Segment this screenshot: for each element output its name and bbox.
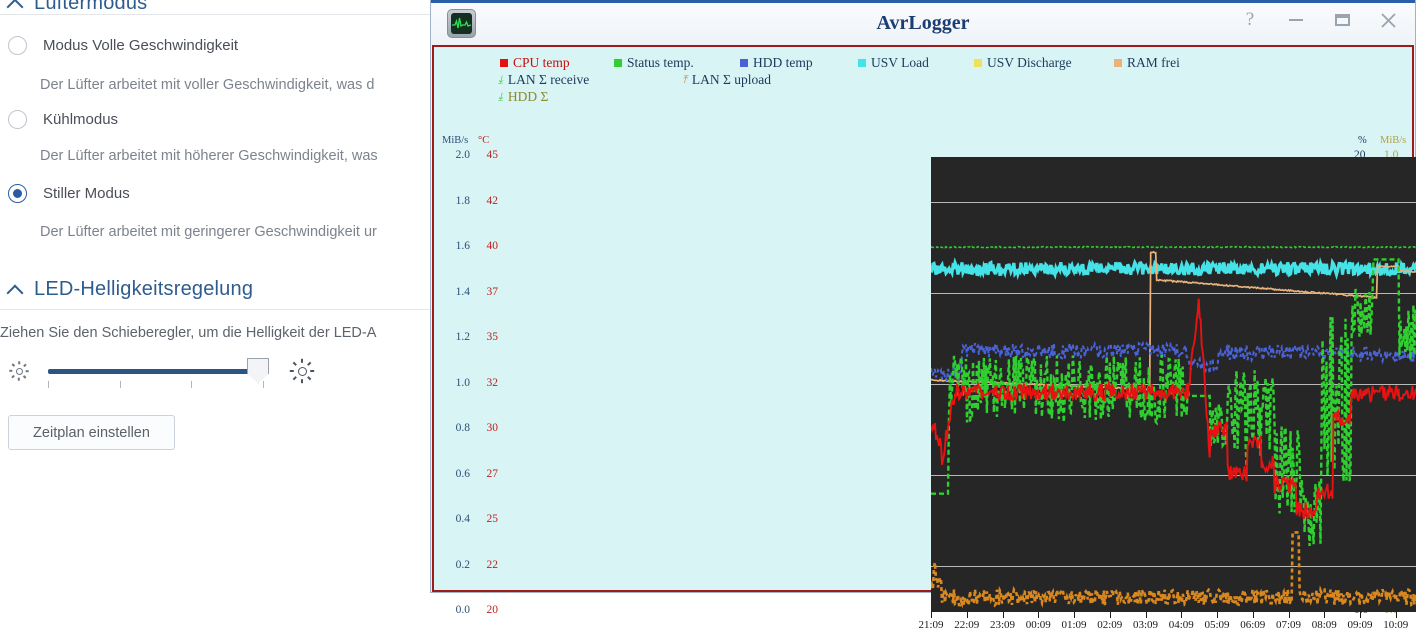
axis-tick-label: 30 xyxy=(472,422,498,434)
legend-item-usv-load[interactable]: USV Load xyxy=(858,55,929,71)
legend-label: RAM frei xyxy=(1127,55,1180,71)
set-schedule-button[interactable]: Zeitplan einstellen xyxy=(8,415,175,450)
axis-tick-label: 32 xyxy=(472,377,498,389)
chart-plot-area[interactable] xyxy=(931,157,1416,612)
axis-tick-label: 35 xyxy=(472,331,498,343)
legend-swatch xyxy=(858,59,866,67)
radio-indicator[interactable] xyxy=(8,36,27,55)
legend-label: Status temp. xyxy=(627,55,694,71)
legend-label: LAN Σ upload xyxy=(692,72,771,88)
axis-unit-left-celsius: °C xyxy=(478,135,489,146)
legend-item-usv-discharge[interactable]: USV Discharge xyxy=(974,55,1072,71)
sun-small-icon xyxy=(9,361,29,381)
legend-row: ⤓ LAN Σ receive ⤒ LAN Σ upload xyxy=(500,72,1390,87)
chevron-up-icon xyxy=(8,282,24,298)
series-path xyxy=(931,259,1416,546)
legend-item-ram-frei[interactable]: RAM frei xyxy=(1114,55,1180,71)
radio-description-cool-mode: Der Lüfter arbeitet mit höherer Geschwin… xyxy=(40,148,378,164)
window-titlebar[interactable]: AvrLogger ? xyxy=(431,0,1415,47)
legend-row: CPU temp Status temp. HDD temp USV Load … xyxy=(500,55,1390,70)
sun-large-icon xyxy=(289,358,315,384)
section-title-fan-mode: Lüftermodus xyxy=(34,0,147,15)
slider-ticks xyxy=(48,381,265,389)
chevron-up-icon xyxy=(8,0,24,12)
legend-row: ⤓ HDD Σ xyxy=(500,89,1390,104)
radio-label: Kühlmodus xyxy=(43,111,118,128)
x-axis-ticks xyxy=(931,612,1416,618)
axis-tick-label: 2.0 xyxy=(436,149,470,161)
radio-indicator[interactable] xyxy=(8,110,27,129)
legend-swatch xyxy=(500,59,508,67)
legend-label: USV Load xyxy=(871,55,929,71)
legend-item-hdd-temp[interactable]: HDD temp xyxy=(740,55,813,71)
axis-tick-label: 42 xyxy=(472,195,498,207)
axis-tick-label: 1.2 xyxy=(436,331,470,343)
series-path xyxy=(931,247,1416,248)
axis-tick-label: 40 xyxy=(472,240,498,252)
axis-tick-label: 1.4 xyxy=(436,286,470,298)
window-controls: ? xyxy=(1239,9,1399,31)
maximize-button[interactable] xyxy=(1331,9,1353,31)
legend-label: CPU temp xyxy=(513,55,570,71)
chart-svg xyxy=(931,157,1416,612)
axis-tick-label: 1.6 xyxy=(436,240,470,252)
section-header-led-brightness[interactable]: LED-Helligkeitsregelung xyxy=(8,278,253,301)
axis-unit-left-mibs: MiB/s xyxy=(442,135,468,146)
section-header-fan-mode[interactable]: Lüftermodus xyxy=(8,0,147,15)
axis-tick-label: 0.0 xyxy=(436,604,470,616)
radio-indicator[interactable] xyxy=(8,184,27,203)
legend-swatch xyxy=(614,59,622,67)
arrow-down-icon: ⤓ xyxy=(498,75,503,86)
legend-item-status-temp[interactable]: Status temp. xyxy=(614,55,694,71)
avrlogger-window: AvrLogger ? CPU temp xyxy=(430,0,1416,593)
legend-item-lan-receive[interactable]: ⤓ LAN Σ receive xyxy=(498,72,589,88)
axis-tick-label: 0.2 xyxy=(436,559,470,571)
legend-label: LAN Σ receive xyxy=(508,72,589,88)
radio-description-quiet-mode: Der Lüfter arbeitet mit geringerer Gesch… xyxy=(40,224,377,240)
axis-tick-label: 1.8 xyxy=(436,195,470,207)
minimize-button[interactable] xyxy=(1285,9,1307,31)
legend-swatch xyxy=(1114,59,1122,67)
radio-option-cool-mode[interactable]: Kühlmodus xyxy=(8,110,118,129)
legend-item-hdd-sum[interactable]: ⤓ HDD Σ xyxy=(498,89,548,105)
legend-item-cpu-temp[interactable]: CPU temp xyxy=(500,55,570,71)
legend-label: HDD temp xyxy=(753,55,813,71)
radio-description-full-speed: Der Lüfter arbeitet mit voller Geschwind… xyxy=(40,77,374,93)
axis-tick-label: 25 xyxy=(472,513,498,525)
legend-label: USV Discharge xyxy=(987,55,1072,71)
led-slider-hint: Ziehen Sie den Schieberegler, um die Hel… xyxy=(0,325,376,341)
close-button[interactable] xyxy=(1377,9,1399,31)
legend-item-lan-upload[interactable]: ⤒ LAN Σ upload xyxy=(682,72,771,88)
axis-unit-right-mibs: MiB/s xyxy=(1380,135,1406,146)
radio-label: Stiller Modus xyxy=(43,185,130,202)
radio-label: Modus Volle Geschwindigkeit xyxy=(43,37,238,54)
arrow-up-icon: ⤒ xyxy=(682,75,687,86)
axis-tick-label: 0.4 xyxy=(436,513,470,525)
axis-tick-label: 27 xyxy=(472,468,498,480)
radio-option-quiet-mode[interactable]: Stiller Modus xyxy=(8,184,130,203)
section-title-led-brightness: LED-Helligkeitsregelung xyxy=(34,278,253,301)
led-brightness-slider[interactable] xyxy=(0,358,320,384)
legend-swatch xyxy=(740,59,748,67)
radio-option-full-speed[interactable]: Modus Volle Geschwindigkeit xyxy=(8,36,238,55)
axis-tick-label: 0.8 xyxy=(436,422,470,434)
slider-track[interactable] xyxy=(48,369,265,374)
axis-tick-label: 37 xyxy=(472,286,498,298)
axis-tick-label: 1.0 xyxy=(436,377,470,389)
series-path xyxy=(931,299,1416,519)
legend-swatch xyxy=(974,59,982,67)
series-path xyxy=(931,262,1416,275)
chart-container[interactable]: CPU temp Status temp. HDD temp USV Load … xyxy=(432,45,1414,592)
chart-legend: CPU temp Status temp. HDD temp USV Load … xyxy=(500,55,1390,104)
axis-tick-label: 45 xyxy=(472,149,498,161)
axis-tick-label: 20 xyxy=(472,604,498,616)
x-axis-tick-label: 11:09 xyxy=(1410,619,1416,631)
axis-tick-label: 22 xyxy=(472,559,498,571)
arrow-down-icon: ⤓ xyxy=(498,92,503,103)
help-button[interactable]: ? xyxy=(1239,9,1261,31)
series-path xyxy=(931,532,1416,605)
legend-label: HDD Σ xyxy=(508,89,548,105)
axis-unit-right-percent: % xyxy=(1358,135,1367,146)
axis-tick-label: 0.6 xyxy=(436,468,470,480)
